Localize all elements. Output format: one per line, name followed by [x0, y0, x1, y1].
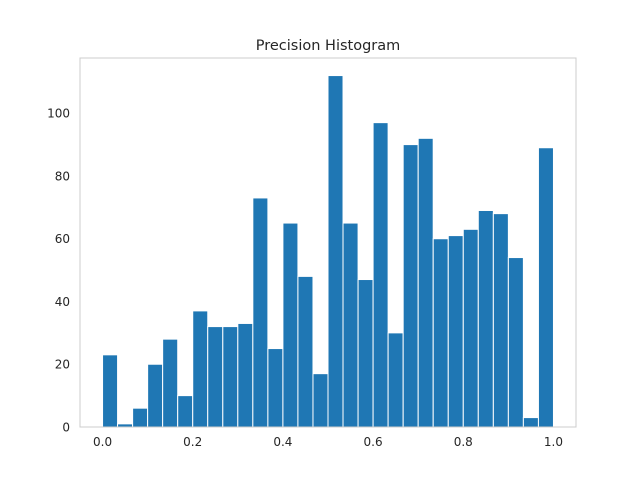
histogram-bar — [192, 310, 209, 428]
histogram-bar — [327, 75, 344, 428]
histogram-bar — [522, 417, 539, 428]
histogram-bar — [402, 144, 419, 428]
histogram-bar — [312, 373, 329, 428]
histogram-bar — [417, 137, 434, 428]
plot-frame — [79, 57, 577, 428]
axes-frame — [79, 57, 577, 428]
histogram-bar — [462, 228, 479, 428]
histogram-bar — [342, 222, 359, 428]
x-tick-label: 0.2 — [183, 435, 202, 449]
histogram-bar — [492, 213, 509, 428]
y-tick-label: 0 — [62, 421, 70, 435]
histogram-bar — [432, 238, 449, 428]
histogram-bar — [147, 363, 164, 428]
histogram-bar — [507, 257, 524, 428]
histogram-bar — [102, 354, 119, 428]
x-tick-label: 0.6 — [364, 435, 383, 449]
y-tick-label: 20 — [55, 358, 70, 372]
histogram-bar — [357, 279, 374, 428]
x-tick-label: 0.0 — [93, 435, 112, 449]
bars-layer — [102, 75, 554, 428]
histogram-bar — [537, 147, 554, 428]
x-tick-label: 0.8 — [454, 435, 473, 449]
histogram-bar — [447, 235, 464, 428]
histogram-bar — [177, 395, 194, 428]
histogram-bar — [282, 222, 299, 428]
x-axis-ticks: 0.0 0.2 0.4 0.6 0.8 1.0 — [93, 435, 563, 449]
histogram-bar — [132, 407, 149, 428]
histogram-bar — [237, 322, 254, 428]
histogram-bar — [372, 122, 389, 428]
y-tick-label: 60 — [55, 232, 70, 246]
y-tick-label: 80 — [55, 169, 70, 183]
histogram-bar — [207, 326, 224, 428]
histogram-bar — [267, 348, 284, 428]
histogram-bar — [162, 338, 179, 428]
y-tick-label: 100 — [47, 107, 70, 121]
histogram-bar — [222, 326, 239, 428]
y-axis-ticks: 0 20 40 60 80 100 — [47, 107, 70, 435]
histogram-bar — [252, 197, 269, 428]
histogram-bar — [297, 275, 314, 428]
y-tick-label: 40 — [55, 295, 70, 309]
histogram-bar — [477, 209, 494, 428]
histogram-bar — [387, 332, 404, 428]
x-tick-label: 1.0 — [544, 435, 563, 449]
chart-title: Precision Histogram — [256, 38, 401, 54]
x-tick-label: 0.4 — [273, 435, 292, 449]
